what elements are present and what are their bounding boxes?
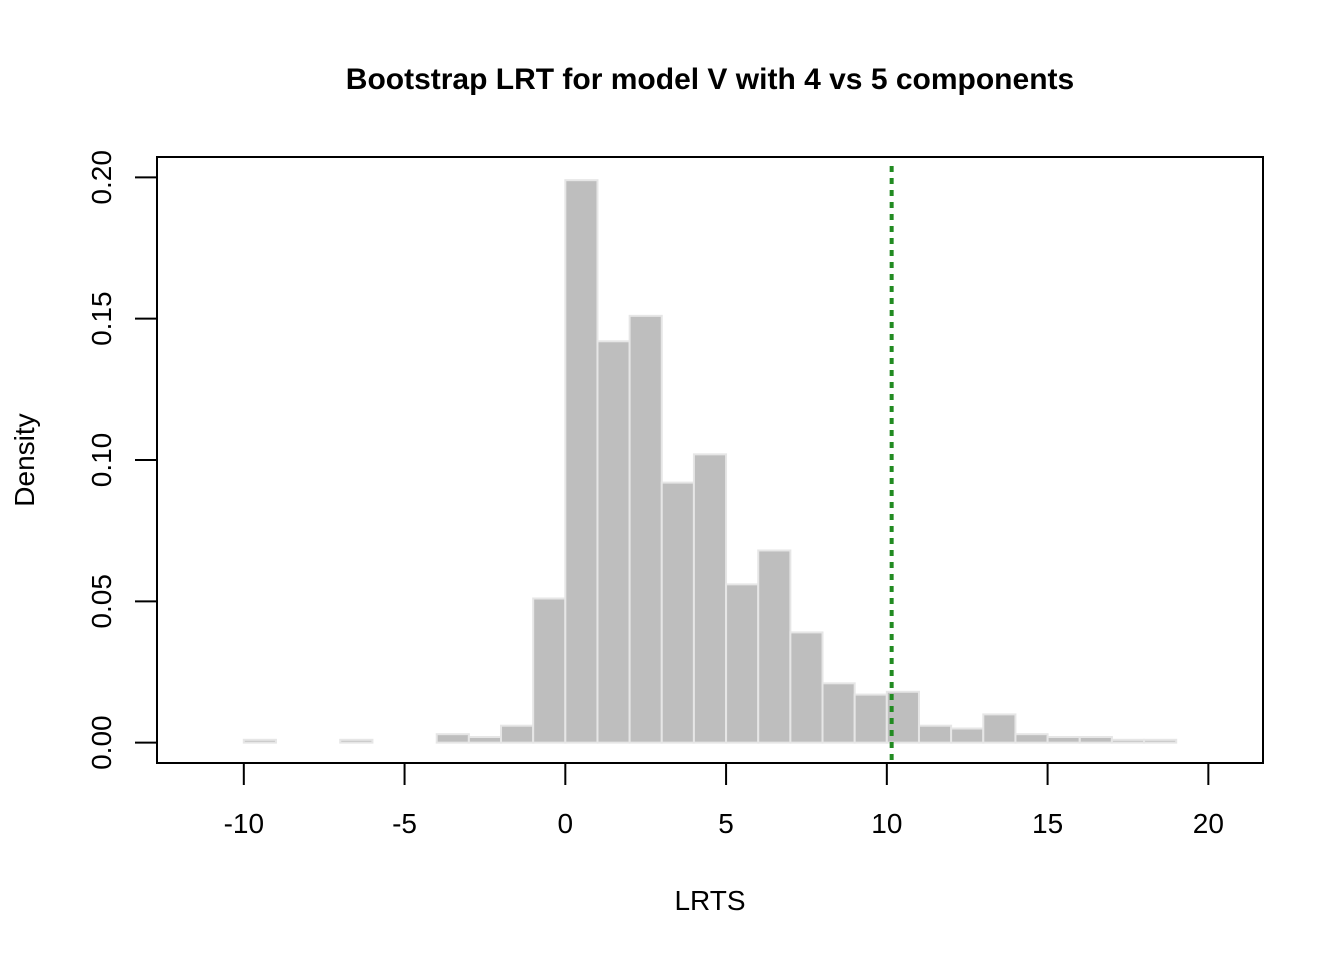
histogram-bar: [853, 693, 888, 744]
histogram-bar: [596, 340, 631, 744]
histogram-bars: [242, 179, 1178, 744]
x-tick-label: 20: [1193, 808, 1224, 839]
histogram-bar: [692, 453, 728, 744]
histogram-bar: [500, 724, 535, 744]
histogram-bar: [435, 733, 470, 744]
histogram-bar: [242, 738, 277, 744]
histogram-bar: [982, 713, 1017, 744]
x-tick-label: -5: [392, 808, 417, 839]
x-tick-label: 10: [871, 808, 902, 839]
histogram-bar: [789, 631, 824, 744]
x-tick-label: -10: [224, 808, 264, 839]
histogram-bar: [339, 738, 374, 744]
y-axis: 0.00 0.05 0.10 0.15 0.20: [86, 150, 158, 770]
y-tick-label: 0.00: [86, 715, 117, 770]
x-tick-label: 0: [558, 808, 574, 839]
histogram-bar: [757, 549, 792, 744]
x-tick-label: 15: [1032, 808, 1063, 839]
y-tick-label: 0.05: [86, 574, 117, 629]
histogram-bar: [725, 583, 760, 744]
y-tick-label: 0.10: [86, 433, 117, 488]
chart-title: Bootstrap LRT for model V with 4 vs 5 co…: [346, 63, 1074, 96]
histogram-bar: [917, 724, 953, 744]
x-axis-label: LRTS: [674, 885, 745, 916]
histogram-bar: [821, 682, 856, 744]
histogram-bar: [1143, 738, 1178, 744]
y-tick-label: 0.15: [86, 291, 117, 346]
histogram-bar: [1110, 738, 1146, 744]
histogram-bar: [467, 735, 503, 744]
histogram-bar: [660, 481, 695, 744]
histogram-bar: [950, 727, 985, 744]
x-tick-label: 5: [718, 808, 734, 839]
histogram-bar: [564, 179, 599, 744]
histogram-bar: [1046, 735, 1081, 744]
histogram-bar: [532, 597, 567, 744]
histogram-bar: [1014, 733, 1049, 744]
y-axis-label: Density: [9, 413, 40, 506]
y-tick-label: 0.20: [86, 150, 117, 205]
histogram-bar: [1078, 735, 1113, 744]
histogram-bar: [628, 314, 663, 744]
x-axis: -10 -5 0 5 10 15 20: [224, 762, 1224, 839]
